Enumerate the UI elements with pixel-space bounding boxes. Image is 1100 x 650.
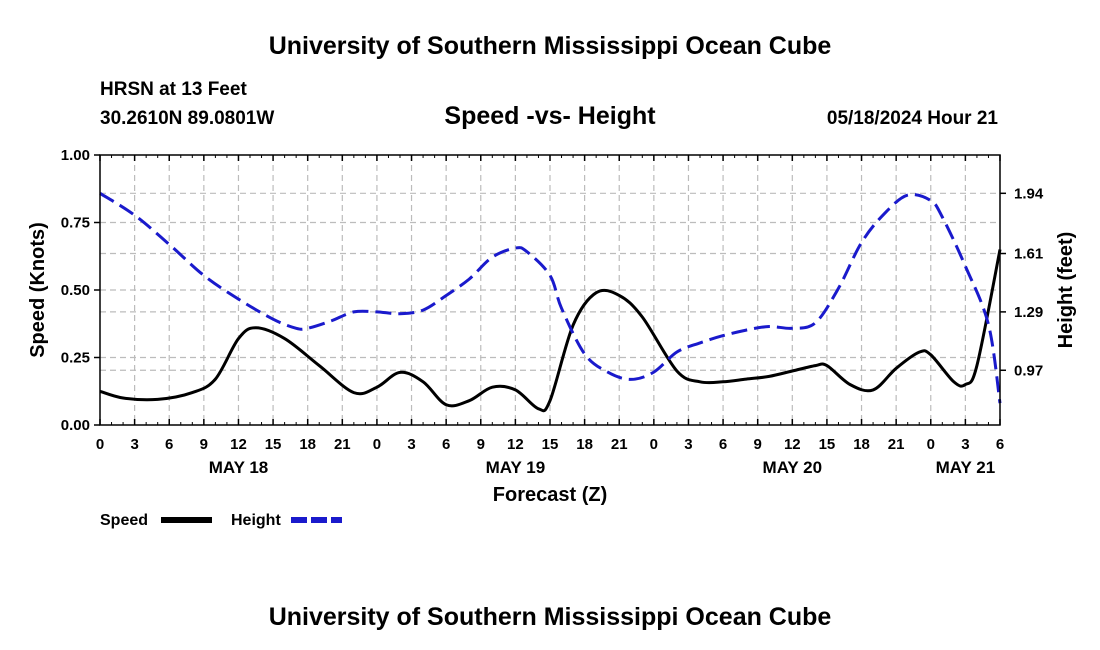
- legend: Speed Height: [100, 512, 342, 529]
- date-label: MAY 20: [763, 458, 823, 477]
- x-tick-label: 9: [754, 436, 762, 453]
- station-label: HRSN at 13 Feet: [100, 79, 247, 100]
- date-label: MAY 21: [936, 458, 996, 477]
- date-label: MAY 19: [486, 458, 546, 477]
- page-title-top: University of Southern Mississippi Ocean…: [269, 32, 832, 60]
- x-tick-label: 3: [961, 436, 969, 453]
- y-tick-label-left: 0.00: [61, 417, 90, 434]
- x-tick-label: 3: [407, 436, 415, 453]
- y-axis-label-right: Height (feet): [1055, 232, 1077, 349]
- x-tick-label: 9: [200, 436, 208, 453]
- x-tick-label: 15: [819, 436, 836, 453]
- y-tick-label-right: 1.94: [1014, 185, 1044, 202]
- x-tick-label: 21: [888, 436, 905, 453]
- x-tick-label: 18: [299, 436, 316, 453]
- x-tick-label: 3: [130, 436, 138, 453]
- legend-height-label: Height: [231, 512, 281, 529]
- y-tick-label-left: 0.75: [61, 215, 90, 232]
- y-axis-label-left: Speed (Knots): [27, 222, 49, 358]
- y-tick-label-right: 1.29: [1014, 304, 1043, 321]
- issued-label: 05/18/2024 Hour 21: [827, 108, 999, 129]
- grid-lines: [100, 155, 1000, 425]
- series-group: [99, 192, 1002, 413]
- y-tick-label-right: 1.61: [1014, 246, 1043, 263]
- x-tick-label: 6: [165, 436, 173, 453]
- x-tick-label: 3: [684, 436, 692, 453]
- x-tick-label: 15: [265, 436, 282, 453]
- x-tick-label: 6: [996, 436, 1004, 453]
- y-tick-label-left: 0.25: [61, 350, 90, 367]
- axes-group: 0 3 6 9 12 15 18 21 0 3 6 9 12 15 18 21 0 3 6 9 12 15 18 21 0 3 6M…: [61, 147, 1044, 477]
- y-tick-label-left: 0.50: [61, 282, 90, 299]
- date-label: MAY 18: [209, 458, 269, 477]
- x-tick-label: 0: [927, 436, 935, 453]
- x-tick-label: 6: [442, 436, 450, 453]
- x-tick-label: 12: [507, 436, 524, 453]
- x-tick-label: 0: [373, 436, 381, 453]
- x-tick-label: 21: [611, 436, 628, 453]
- y-tick-label-left: 1.00: [61, 147, 90, 164]
- x-axis-label: Forecast (Z): [493, 484, 607, 506]
- x-tick-label: 12: [230, 436, 247, 453]
- chart-title: Speed -vs- Height: [444, 102, 656, 130]
- x-tick-label: 0: [96, 436, 104, 453]
- series-line-height: [99, 192, 1002, 404]
- x-tick-label: 9: [477, 436, 485, 453]
- x-tick-label: 18: [853, 436, 870, 453]
- x-tick-label: 18: [576, 436, 593, 453]
- page-title-bottom: University of Southern Mississippi Ocean…: [269, 603, 832, 631]
- x-tick-label: 15: [542, 436, 559, 453]
- y-tick-label-right: 0.97: [1014, 362, 1043, 379]
- location-label: 30.2610N 89.0801W: [100, 108, 274, 129]
- x-tick-label: 0: [650, 436, 658, 453]
- x-tick-label: 21: [334, 436, 351, 453]
- x-tick-label: 12: [784, 436, 801, 453]
- x-tick-label: 6: [719, 436, 727, 453]
- series-line-speed: [99, 249, 1002, 413]
- legend-speed-label: Speed: [100, 512, 148, 529]
